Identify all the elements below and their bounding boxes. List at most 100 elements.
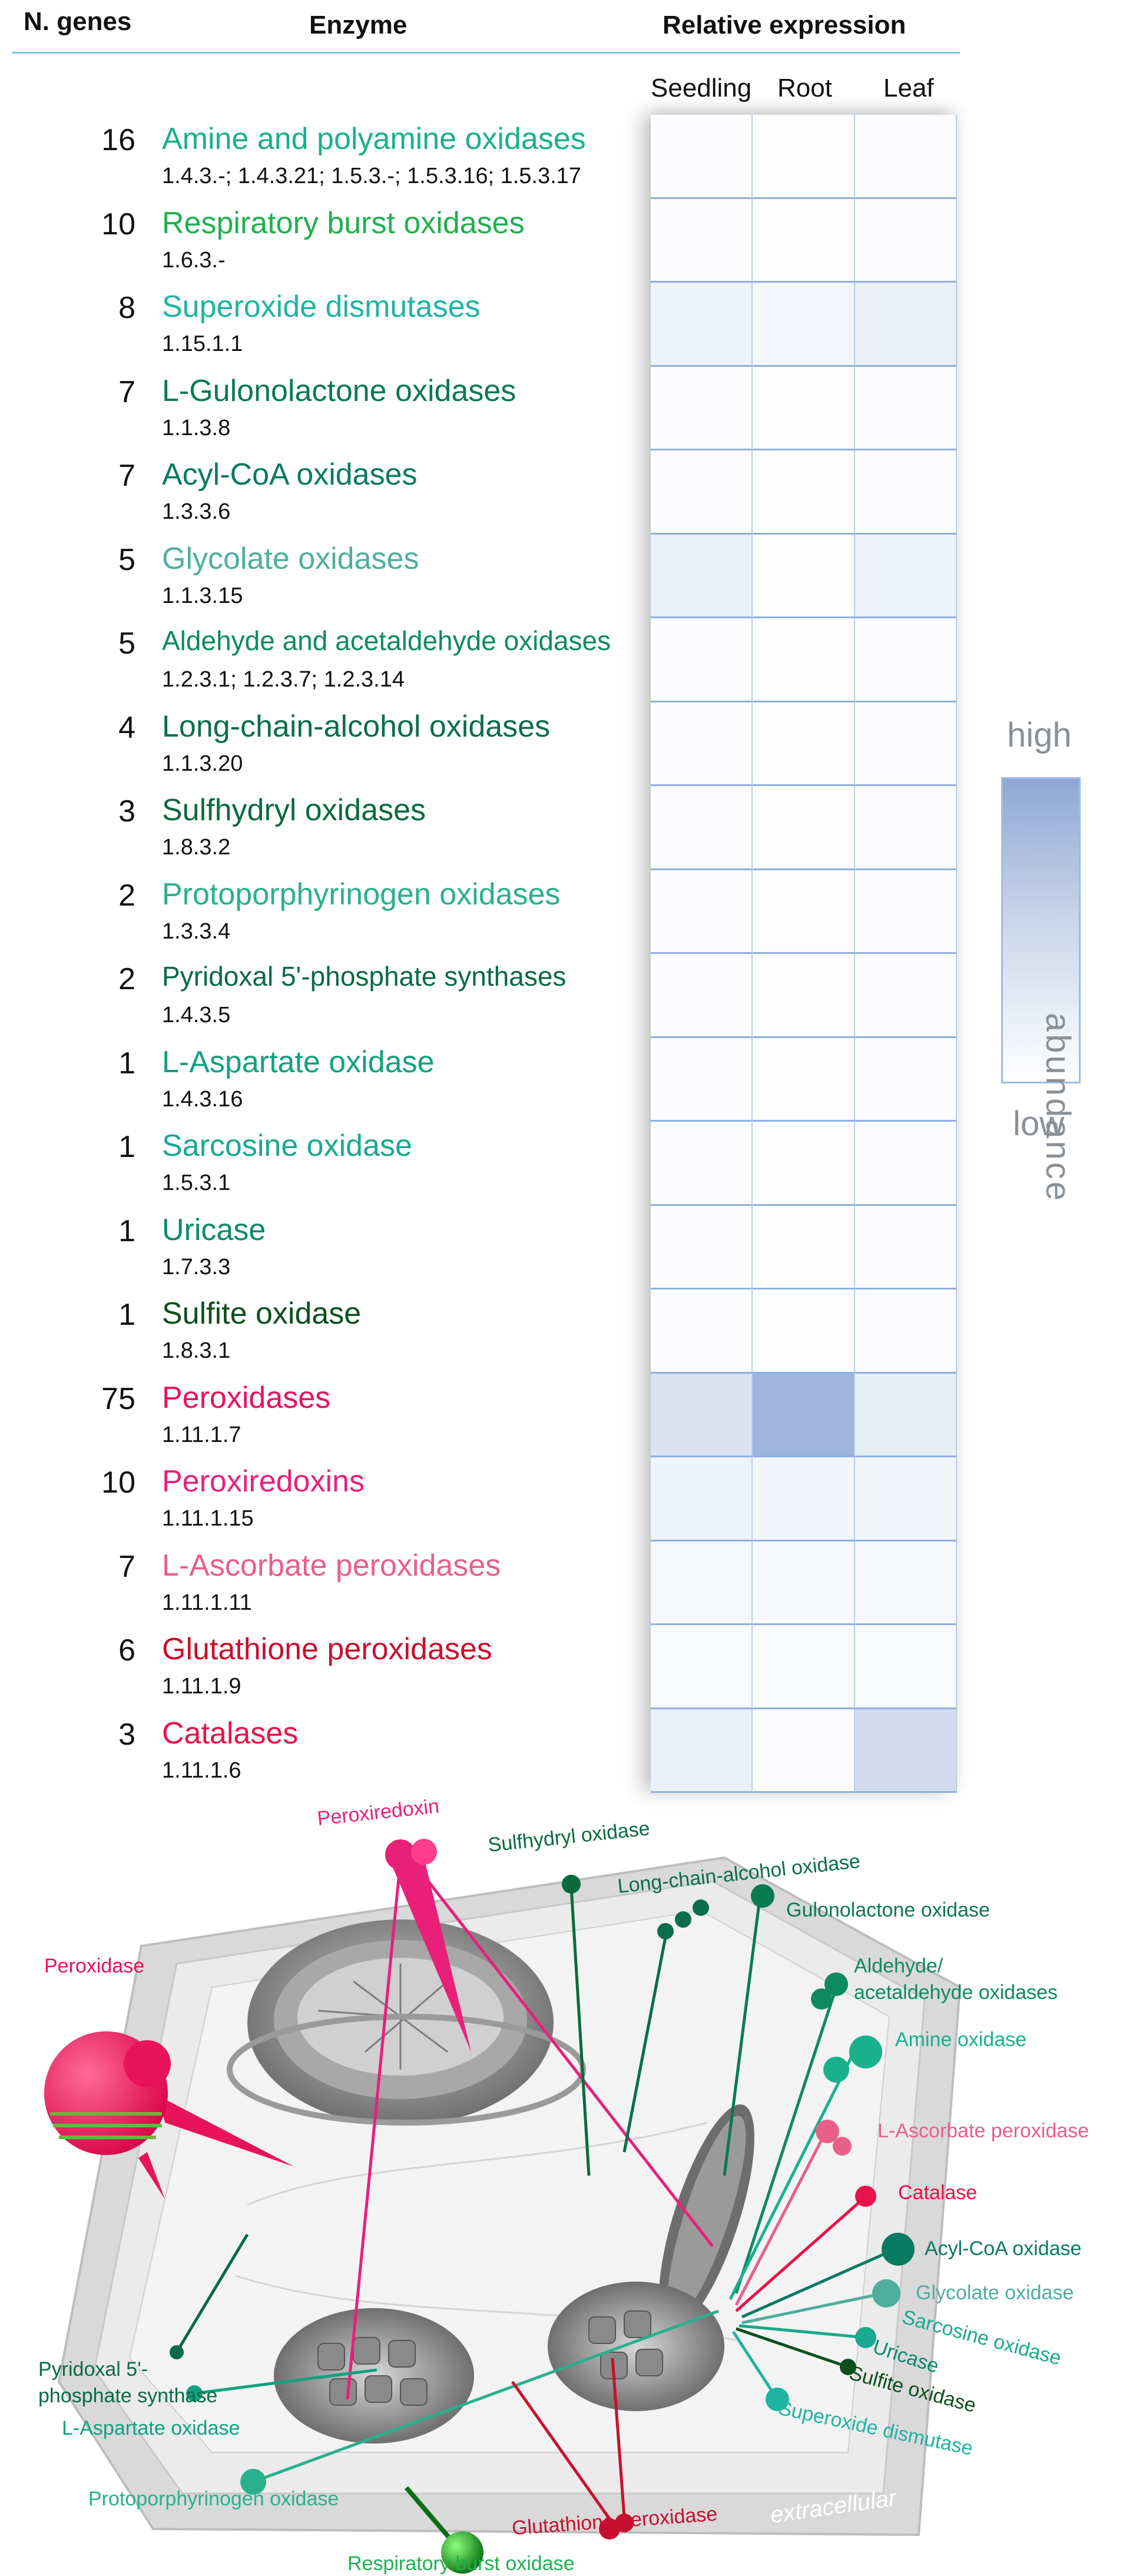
gene-count: 5	[118, 542, 135, 577]
heatmap-cell	[855, 1122, 957, 1206]
heatmap-cell	[651, 1205, 753, 1289]
enzyme-name: Aldehyde and acetaldehyde oxidases	[162, 625, 611, 656]
legend-high: high	[1007, 716, 1072, 754]
gene-count: 7	[118, 459, 135, 493]
label-amine-oxidase: Amine oxidase	[895, 2028, 1026, 2051]
heatmap-cell	[753, 1205, 855, 1289]
enzyme-name: Pyridoxal 5'-phosphate synthases	[162, 961, 567, 992]
enzyme-row: 5 Aldehyde and acetaldehyde oxidases 1.2.3…	[0, 620, 648, 704]
heatmap-cell	[753, 198, 855, 283]
heatmap-cell	[753, 1625, 855, 1709]
enzyme-row: 16 Amine and polyamine oxidases 1.4.3.-; 1…	[0, 117, 648, 201]
ec-number: 1.8.3.1	[162, 1338, 231, 1363]
header-rule	[12, 52, 960, 54]
gene-count: 1	[118, 1214, 135, 1248]
label-gulonolactone-oxidase: Gulonolactone oxidase	[786, 1899, 990, 1921]
heatmap-cell	[753, 1457, 855, 1541]
heatmap-cell	[855, 1289, 957, 1374]
column-label-root: Root	[777, 74, 832, 102]
gene-count: 3	[118, 794, 135, 828]
enzyme-name: Sulfite oxidase	[162, 1297, 362, 1331]
cell-illustration: Peroxiredoxin Sulfhydryl oxidase Long-ch…	[38, 1795, 1089, 2575]
peroxidase-marker	[44, 2031, 294, 2199]
heatmap-cell	[855, 954, 957, 1038]
header-genes: N. genes	[24, 7, 132, 36]
heatmap-cell	[651, 198, 753, 283]
gene-count: 1	[118, 1130, 135, 1164]
chloroplast-left	[274, 2308, 474, 2444]
label-aldehyde-1: Aldehyde/	[854, 1955, 943, 1977]
heatmap-cell	[651, 870, 753, 954]
heatmap-cell	[753, 450, 855, 535]
enzyme-row: 2 Protoporphyrinogen oxidases 1.3.3.4	[0, 872, 648, 956]
gene-count: 2	[118, 878, 135, 913]
ec-number: 1.3.3.4	[162, 919, 231, 944]
enzyme-row: 8 Superoxide dismutases 1.15.1.1	[0, 284, 648, 369]
heatmap-cell	[753, 1037, 855, 1122]
heatmap-cell	[651, 283, 753, 367]
enzyme-row: 4 Long-chain-alcohol oxidases 1.1.3.20	[0, 704, 648, 788]
enzyme-name: Sarcosine oxidase	[162, 1129, 412, 1163]
enzyme-row: 10 Peroxiredoxins 1.11.1.15	[0, 1459, 648, 1543]
enzyme-row: 75 Peroxidases 1.11.1.7	[0, 1375, 648, 1460]
enzyme-name: Respiratory burst oxidases	[162, 205, 525, 240]
gene-count: 5	[118, 626, 135, 661]
ec-number: 1.1.3.20	[162, 751, 243, 776]
enzyme-name: Uricase	[162, 1212, 266, 1247]
ec-number: 1.4.3.16	[162, 1086, 243, 1112]
legend-low: low	[1013, 1105, 1065, 1143]
enzyme-name: L-Aspartate oxidase	[162, 1045, 435, 1079]
enzyme-name: Protoporphyrinogen oxidases	[162, 877, 561, 911]
heatmap-cell	[753, 283, 855, 367]
heatmap-cell	[753, 1289, 855, 1374]
heatmap-cell	[753, 702, 855, 786]
ec-number: 1.11.1.6	[162, 1758, 241, 1783]
column-label-leaf: Leaf	[883, 74, 934, 102]
gene-count: 4	[118, 710, 135, 745]
heatmap-cell	[855, 1709, 957, 1793]
heatmap-cell	[651, 1037, 753, 1122]
heatmap-cell	[651, 786, 753, 870]
label-aldehyde-2: acetaldehyde oxidases	[854, 1981, 1058, 2004]
label-peroxiredoxin: Peroxiredoxin	[316, 1795, 441, 1830]
gene-count: 7	[118, 1549, 135, 1584]
heatmap-cell	[651, 1457, 753, 1541]
heatmap-cell	[651, 954, 753, 1038]
enzyme-row: 6 Glutathione peroxidases 1.11.1.9	[0, 1627, 648, 1711]
ec-number: 1.11.1.9	[162, 1674, 241, 1699]
label-pyridoxal-2: phosphate synthase	[38, 2385, 217, 2407]
header-expression: Relative expression	[663, 11, 906, 39]
enzyme-row: 2 Pyridoxal 5'-phosphate synthases 1.4.3.5	[0, 956, 648, 1040]
gene-count: 10	[101, 207, 135, 241]
ec-number: 1.4.3.-; 1.4.3.21; 1.5.3.-; 1.5.3.16; 1.…	[162, 164, 581, 188]
enzyme-row: 3 Catalases 1.11.1.6	[0, 1711, 648, 1795]
heatmap-cell	[651, 1122, 753, 1206]
enzyme-row: 1 Uricase 1.7.3.3	[0, 1208, 648, 1292]
label-respiratory-burst-oxidase: Respiratory burst oxidase	[347, 2552, 575, 2575]
heatmap-cell	[855, 115, 957, 199]
enzyme-row: 1 Sarcosine oxidase 1.5.3.1	[0, 1123, 648, 1208]
gene-count: 1	[118, 1046, 135, 1080]
ec-number: 1.2.3.1; 1.2.3.7; 1.2.3.14	[162, 667, 405, 692]
heatmap-cell	[651, 366, 753, 450]
gene-count: 16	[101, 123, 135, 157]
heatmap-cell	[651, 702, 753, 786]
heatmap-cell	[753, 786, 855, 870]
ec-number: 1.1.3.15	[162, 583, 243, 608]
enzyme-name: L-Gulonolactone oxidases	[162, 373, 516, 408]
ec-number: 1.11.1.7	[162, 1422, 241, 1447]
gene-count: 10	[101, 1466, 135, 1500]
enzyme-name: Peroxidases	[162, 1380, 331, 1415]
label-acyl-coa-oxidase: Acyl-CoA oxidase	[925, 2237, 1081, 2260]
heatmap-cell	[753, 1541, 855, 1625]
enzyme-name: L-Ascorbate peroxidases	[162, 1548, 501, 1583]
heatmap-cell	[651, 1625, 753, 1709]
ec-number: 1.8.3.2	[162, 835, 231, 860]
heatmap-cell	[651, 618, 753, 702]
heatmap	[651, 115, 957, 1793]
label-l-ascorbate-peroxidase: L-Ascorbate peroxidase	[877, 2120, 1089, 2142]
enzyme-name: Long-chain-alcohol oxidases	[162, 709, 551, 744]
enzyme-name: Peroxiredoxins	[162, 1464, 365, 1498]
nucleus	[227, 1919, 586, 2126]
